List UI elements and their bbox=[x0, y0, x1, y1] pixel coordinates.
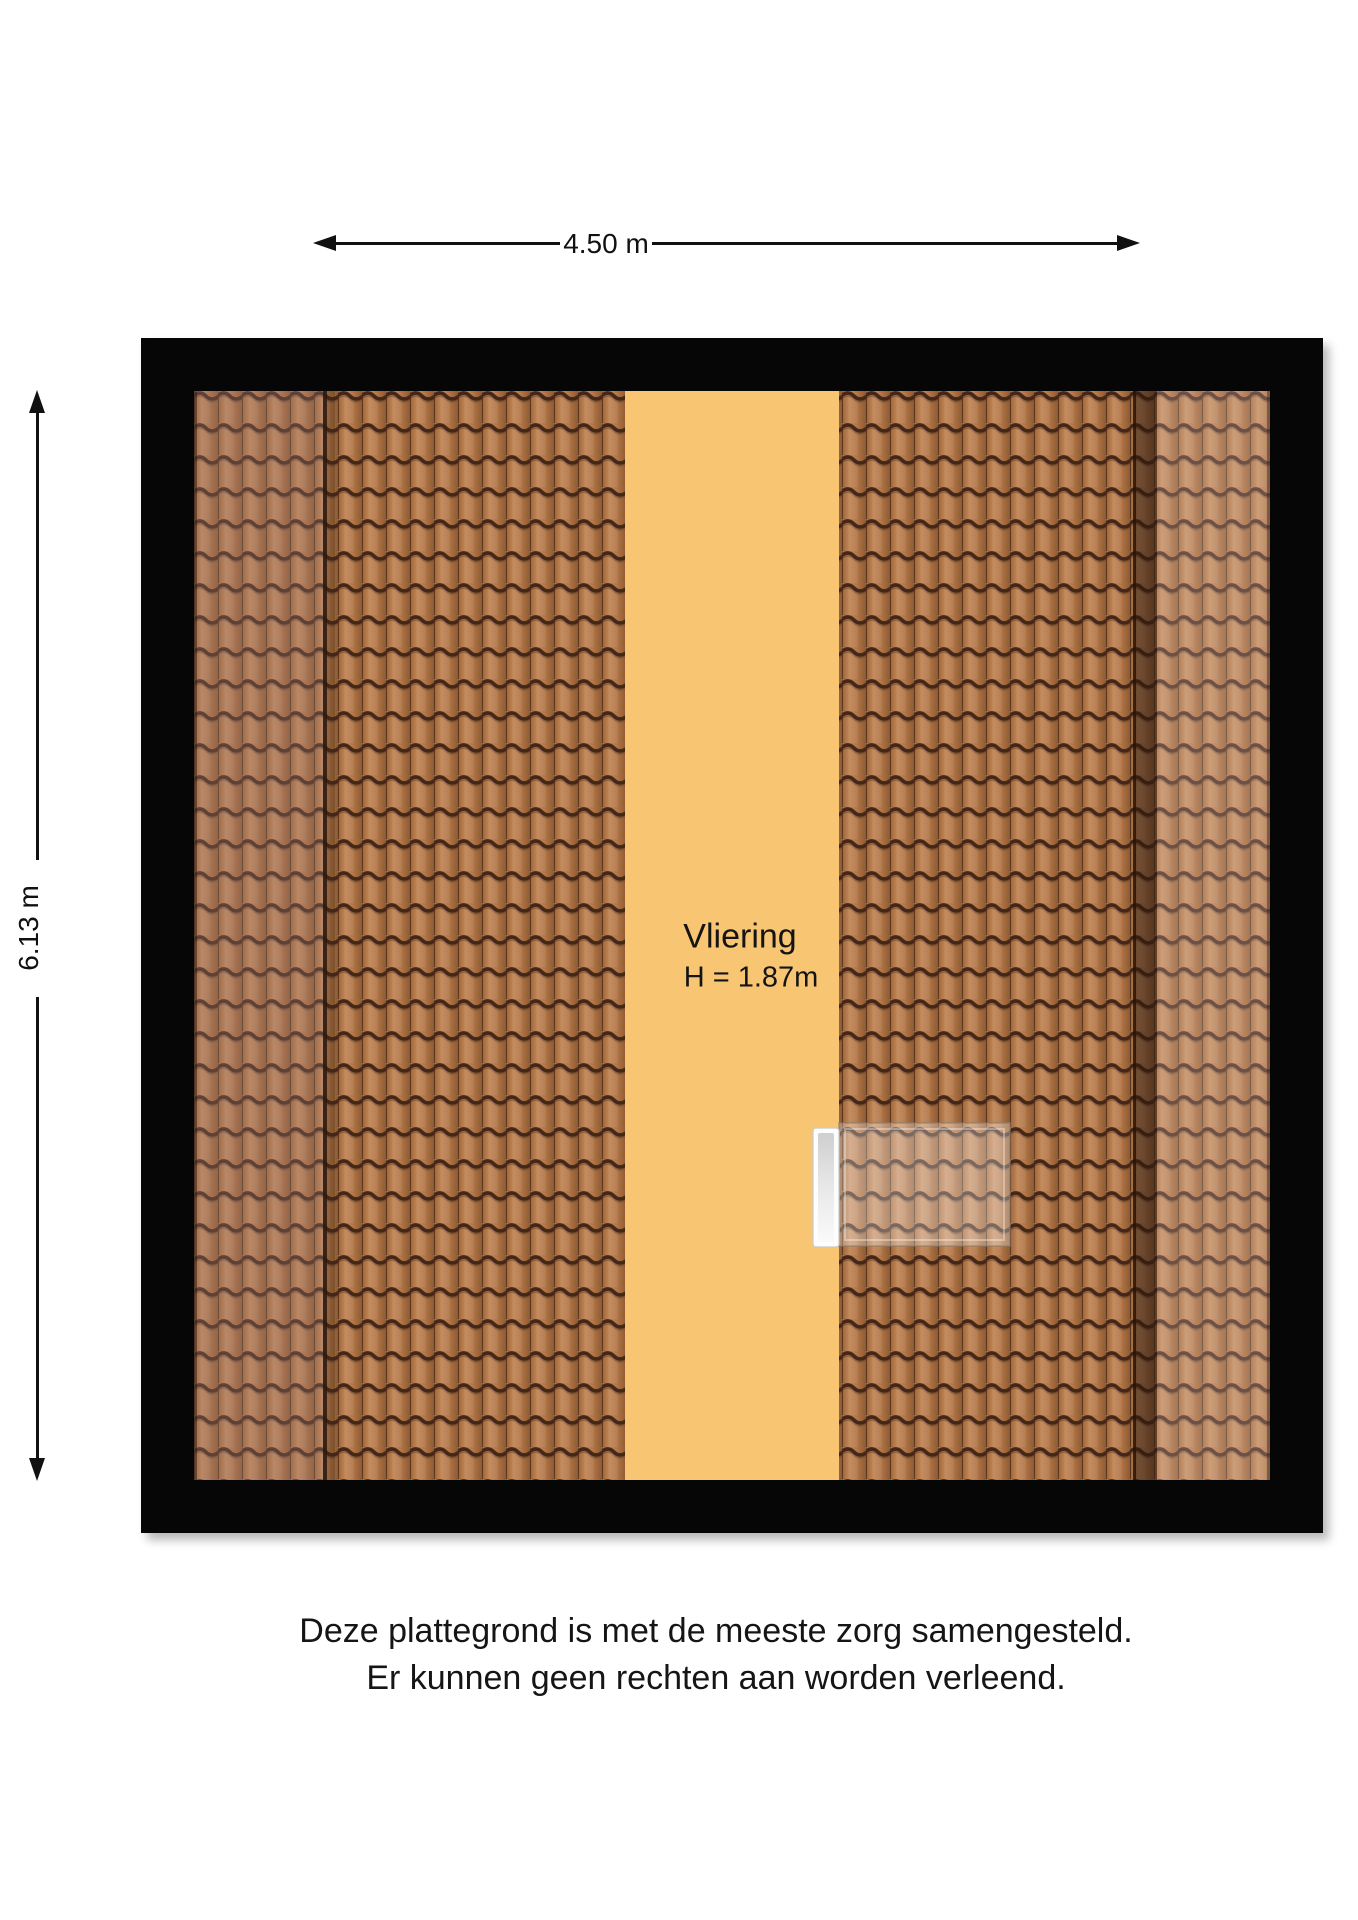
arrow-left-icon bbox=[313, 235, 336, 251]
arrow-right-icon bbox=[1117, 235, 1140, 251]
roof-ridge-right-line bbox=[1133, 391, 1136, 1480]
roof-left-edge-line bbox=[194, 391, 197, 1480]
disclaimer-line-2: Er kunnen geen rechten aan worden verlee… bbox=[366, 1659, 1066, 1697]
dimension-line bbox=[36, 997, 39, 1458]
roof-tiles-svg bbox=[194, 391, 1270, 1480]
skylight-glass bbox=[838, 1122, 1011, 1247]
arrow-up-icon bbox=[29, 390, 45, 413]
dimension-height-label: 6.13 m bbox=[13, 885, 44, 971]
dimension-line bbox=[652, 242, 1118, 245]
arrow-down-icon bbox=[29, 1458, 45, 1481]
plan-interior bbox=[194, 391, 1270, 1480]
dimension-line bbox=[36, 412, 39, 860]
attic-floor-area bbox=[625, 391, 839, 1480]
disclaimer: Deze plattegrond is met de meeste zorg s… bbox=[0, 1608, 1358, 1702]
room-height-label: H = 1.87m bbox=[683, 961, 819, 994]
disclaimer-line-1: Deze plattegrond is met de meeste zorg s… bbox=[299, 1612, 1133, 1650]
roof-ridge-right bbox=[1135, 391, 1157, 1480]
dimension-width-label: 4.50 m bbox=[563, 228, 649, 259]
roof-right-edge-line bbox=[1267, 391, 1270, 1480]
dimension-line bbox=[334, 242, 560, 245]
roof-ridge-left-shade bbox=[327, 391, 335, 1480]
skylight-glass-inner-line bbox=[844, 1128, 1005, 1241]
skylight-hatch-panel bbox=[818, 1133, 834, 1242]
roof-left-section-tint bbox=[194, 391, 325, 1480]
roof-ridge-left bbox=[323, 391, 327, 1480]
roof-right-section-tint bbox=[1157, 391, 1270, 1480]
room-name-label: Vliering bbox=[683, 917, 797, 956]
plan-outer-wall bbox=[141, 338, 1323, 1533]
